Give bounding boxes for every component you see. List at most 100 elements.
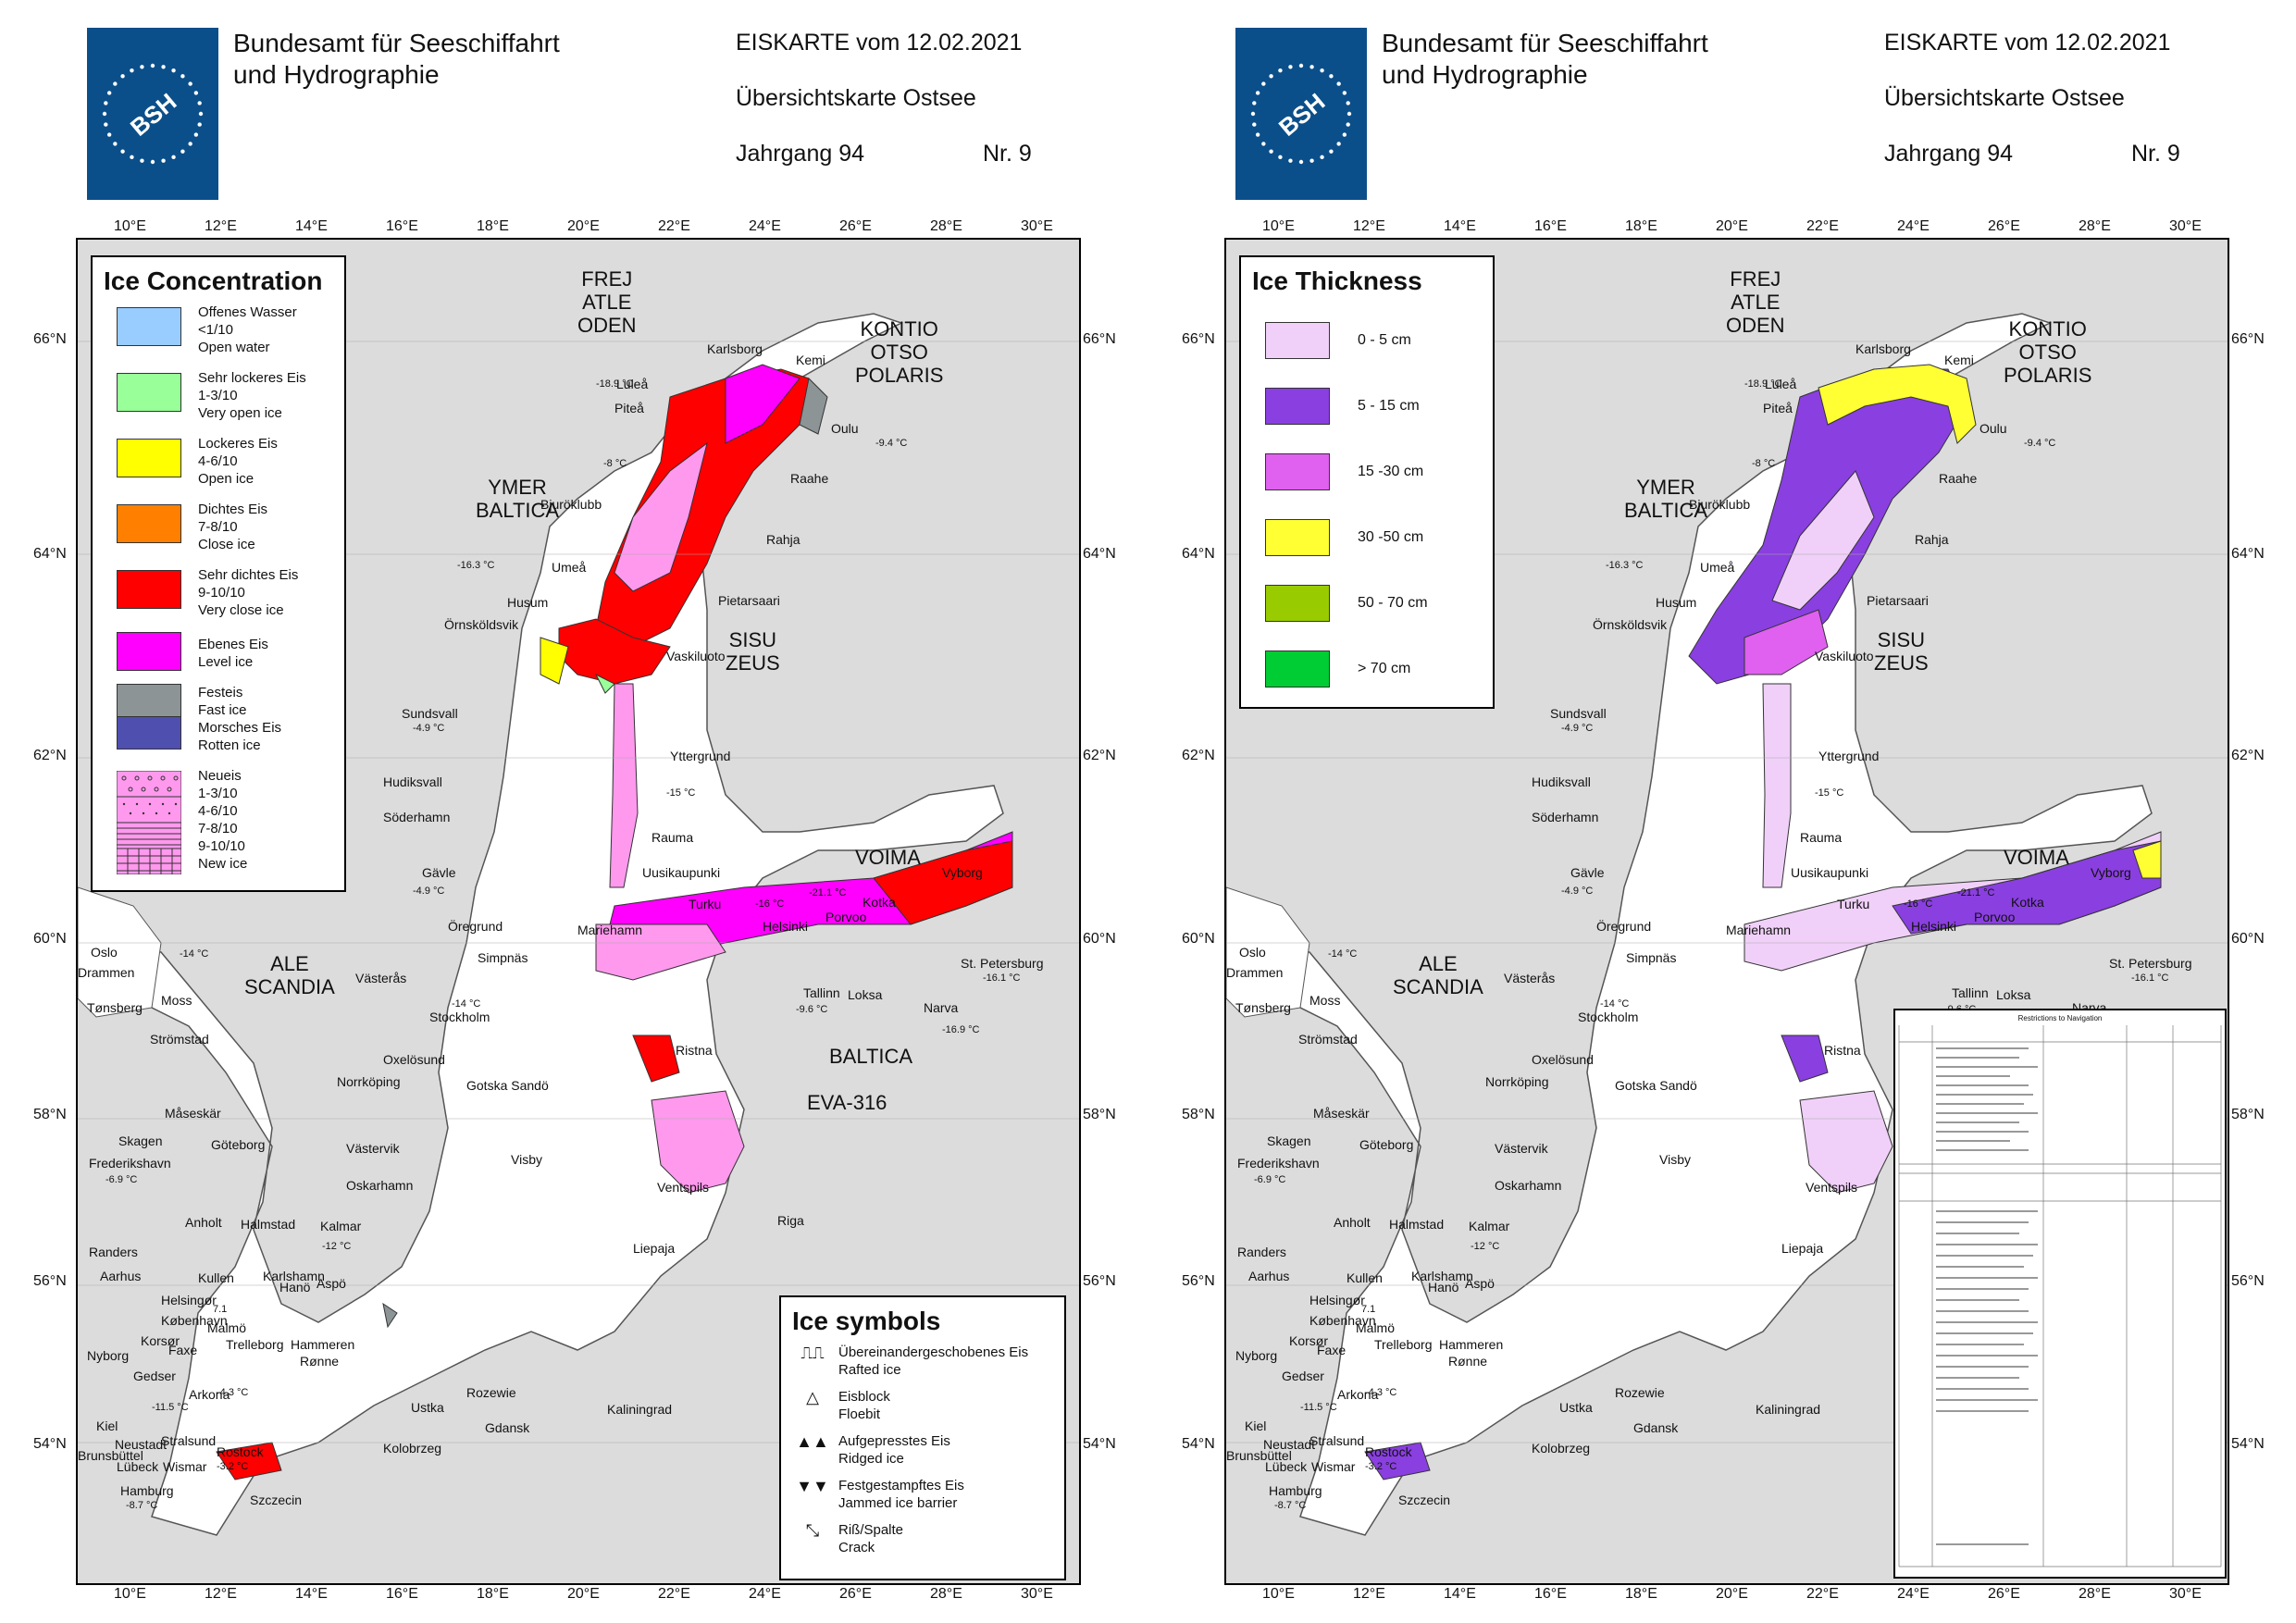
- logo-star: [188, 142, 192, 146]
- swatch: [1265, 321, 1330, 359]
- swatch: [117, 632, 181, 671]
- place-kalmar: Kalmar: [320, 1219, 362, 1233]
- logo-star: [1255, 91, 1260, 95]
- place-ventspils: Ventspils: [657, 1180, 710, 1195]
- temp-oslo: -14 °C: [1328, 948, 1358, 960]
- place-kotka: Kotka: [863, 895, 896, 910]
- place-hamburg: Hamburg: [1269, 1483, 1322, 1498]
- temp-oslo: -14 °C: [180, 948, 209, 960]
- logo-star: [1336, 142, 1341, 146]
- ice-thickness-legend: Ice Thickness 0 - 5 cm 5 - 15 cm 15 -30 …: [1239, 255, 1495, 709]
- logo-star: [106, 91, 112, 95]
- place-gavle: Gävle: [422, 865, 456, 880]
- place-helsingor: Helsingør: [1309, 1293, 1365, 1307]
- place-mariehamn: Mariehamn: [577, 923, 643, 937]
- place-vasteras: Västerås: [355, 971, 407, 985]
- place-kullen: Kullen: [1347, 1270, 1383, 1285]
- place-karlsborg: Karlsborg: [707, 341, 763, 356]
- place-ronne: Rønne: [300, 1354, 340, 1369]
- place-stockholm: Stockholm: [1578, 1010, 1639, 1024]
- lon-label: 22°E: [658, 1586, 690, 1602]
- legend-item-over-70cm: > 70 cm: [1265, 636, 1493, 701]
- logo-star: [197, 122, 202, 127]
- place-hamburg: Hamburg: [120, 1483, 174, 1498]
- logo-star: [1278, 68, 1283, 73]
- temp-oresund: 7.1: [213, 1304, 228, 1315]
- place-hano: Hanö: [279, 1280, 311, 1295]
- lon-label: 10°E: [114, 218, 146, 234]
- place-rauma: Rauma: [652, 830, 694, 845]
- place-neustadt: Neustadt: [115, 1437, 168, 1452]
- temp-arkona: -4.3 °C: [217, 1387, 249, 1398]
- place-husum: Husum: [507, 595, 549, 610]
- logo-star: [197, 101, 202, 105]
- place-oxelosund: Oxelösund: [383, 1052, 445, 1067]
- place-kolobrzeg: Kolobrzeg: [383, 1441, 442, 1456]
- place-rozewie: Rozewie: [1615, 1385, 1665, 1400]
- logo-star: [188, 81, 192, 86]
- lon-label: 10°E: [1262, 1586, 1295, 1602]
- lon-label: 14°E: [295, 1586, 328, 1602]
- symbol-crack: ⤡ Riß/Spalte Crack: [792, 1521, 1064, 1556]
- lon-label: 16°E: [386, 218, 418, 234]
- place-st-petersburg: St. Petersburg: [2109, 956, 2192, 971]
- logo-star: [1298, 159, 1304, 165]
- temp-skagen: -6.9 °C: [105, 1174, 138, 1185]
- place-liepaja: Liepaja: [633, 1241, 676, 1256]
- place-skagen: Skagen: [118, 1134, 163, 1148]
- place-kotka: Kotka: [2011, 895, 2044, 910]
- lon-label: 24°E: [749, 218, 781, 234]
- temp-lulea: -18.9 °C: [596, 378, 634, 390]
- lat-label: 58°N: [1083, 1107, 1116, 1122]
- logo-star: [1309, 65, 1314, 69]
- temp-st-petersburg: -16.1 °C: [983, 973, 1021, 984]
- temp-yttergrund: -15 °C: [1815, 787, 1844, 799]
- lon-label: 16°E: [1534, 218, 1567, 234]
- logo-star: [120, 149, 125, 154]
- lon-label: 28°E: [2079, 1586, 2111, 1602]
- place-ornskoldsvik: Örnsköldsvik: [1593, 617, 1668, 632]
- place-rauma: Rauma: [1800, 830, 1843, 845]
- lat-label: 54°N: [2231, 1436, 2265, 1452]
- place-kullen: Kullen: [198, 1270, 234, 1285]
- temp-yttergrund: -15 °C: [666, 787, 696, 799]
- lon-label: 12°E: [1353, 1586, 1385, 1602]
- issue-number: Nr. 9: [2131, 141, 2180, 167]
- legend-item-open-ice: Lockeres Eis 4-6/10 Open ice: [117, 435, 344, 488]
- logo-star: [1269, 149, 1273, 154]
- place-szczecin: Szczecin: [250, 1493, 303, 1507]
- lon-label: 20°E: [1716, 1586, 1748, 1602]
- agency-name: Bundesamt für Seeschiffahrt und Hydrogra…: [233, 29, 560, 89]
- lat-label: 62°N: [1083, 748, 1116, 763]
- legend-item-open-water: Offenes Wasser <1/10 Open water: [117, 304, 344, 356]
- place-kiel: Kiel: [96, 1419, 118, 1433]
- place-pietarsaari: Pietarsaari: [718, 593, 780, 608]
- lon-label: 14°E: [295, 218, 328, 234]
- lon-label: 10°E: [114, 1586, 146, 1602]
- logo-star: [150, 63, 155, 68]
- lon-label: 12°E: [205, 1586, 237, 1602]
- lat-label: 66°N: [1182, 331, 1215, 347]
- place-loksa: Loksa: [848, 987, 883, 1002]
- place-stralsund: Stralsund: [161, 1433, 217, 1448]
- place-liepaja: Liepaja: [1781, 1241, 1824, 1256]
- place-rahja: Rahja: [1915, 532, 1949, 547]
- place-trelleborg: Trelleborg: [226, 1337, 284, 1352]
- place-aspo: Aspö: [1465, 1276, 1495, 1291]
- temp-gavle: -4.9 °C: [413, 886, 445, 897]
- icebreakers-west: YMER BALTICA: [476, 476, 560, 522]
- temp-stockholm: -14 °C: [452, 998, 481, 1010]
- logo-star: [193, 132, 199, 137]
- place-faxe: Faxe: [1317, 1343, 1347, 1357]
- logo-star: [1288, 65, 1293, 69]
- temp-sundsvall: -4.9 °C: [413, 723, 445, 734]
- place-brunsbuttel: Brunsbüttel: [78, 1448, 143, 1463]
- bsh-logo: BSH: [87, 28, 218, 200]
- legend-item-30-50cm: 30 -50 cm: [1265, 504, 1493, 570]
- logo-star: [1309, 158, 1314, 163]
- lon-label: 26°E: [839, 218, 872, 234]
- place-neustadt: Neustadt: [1263, 1437, 1316, 1452]
- place-raahe: Raahe: [1939, 471, 1978, 486]
- place-stralsund: Stralsund: [1309, 1433, 1365, 1448]
- place-rostock: Rostock: [217, 1444, 264, 1459]
